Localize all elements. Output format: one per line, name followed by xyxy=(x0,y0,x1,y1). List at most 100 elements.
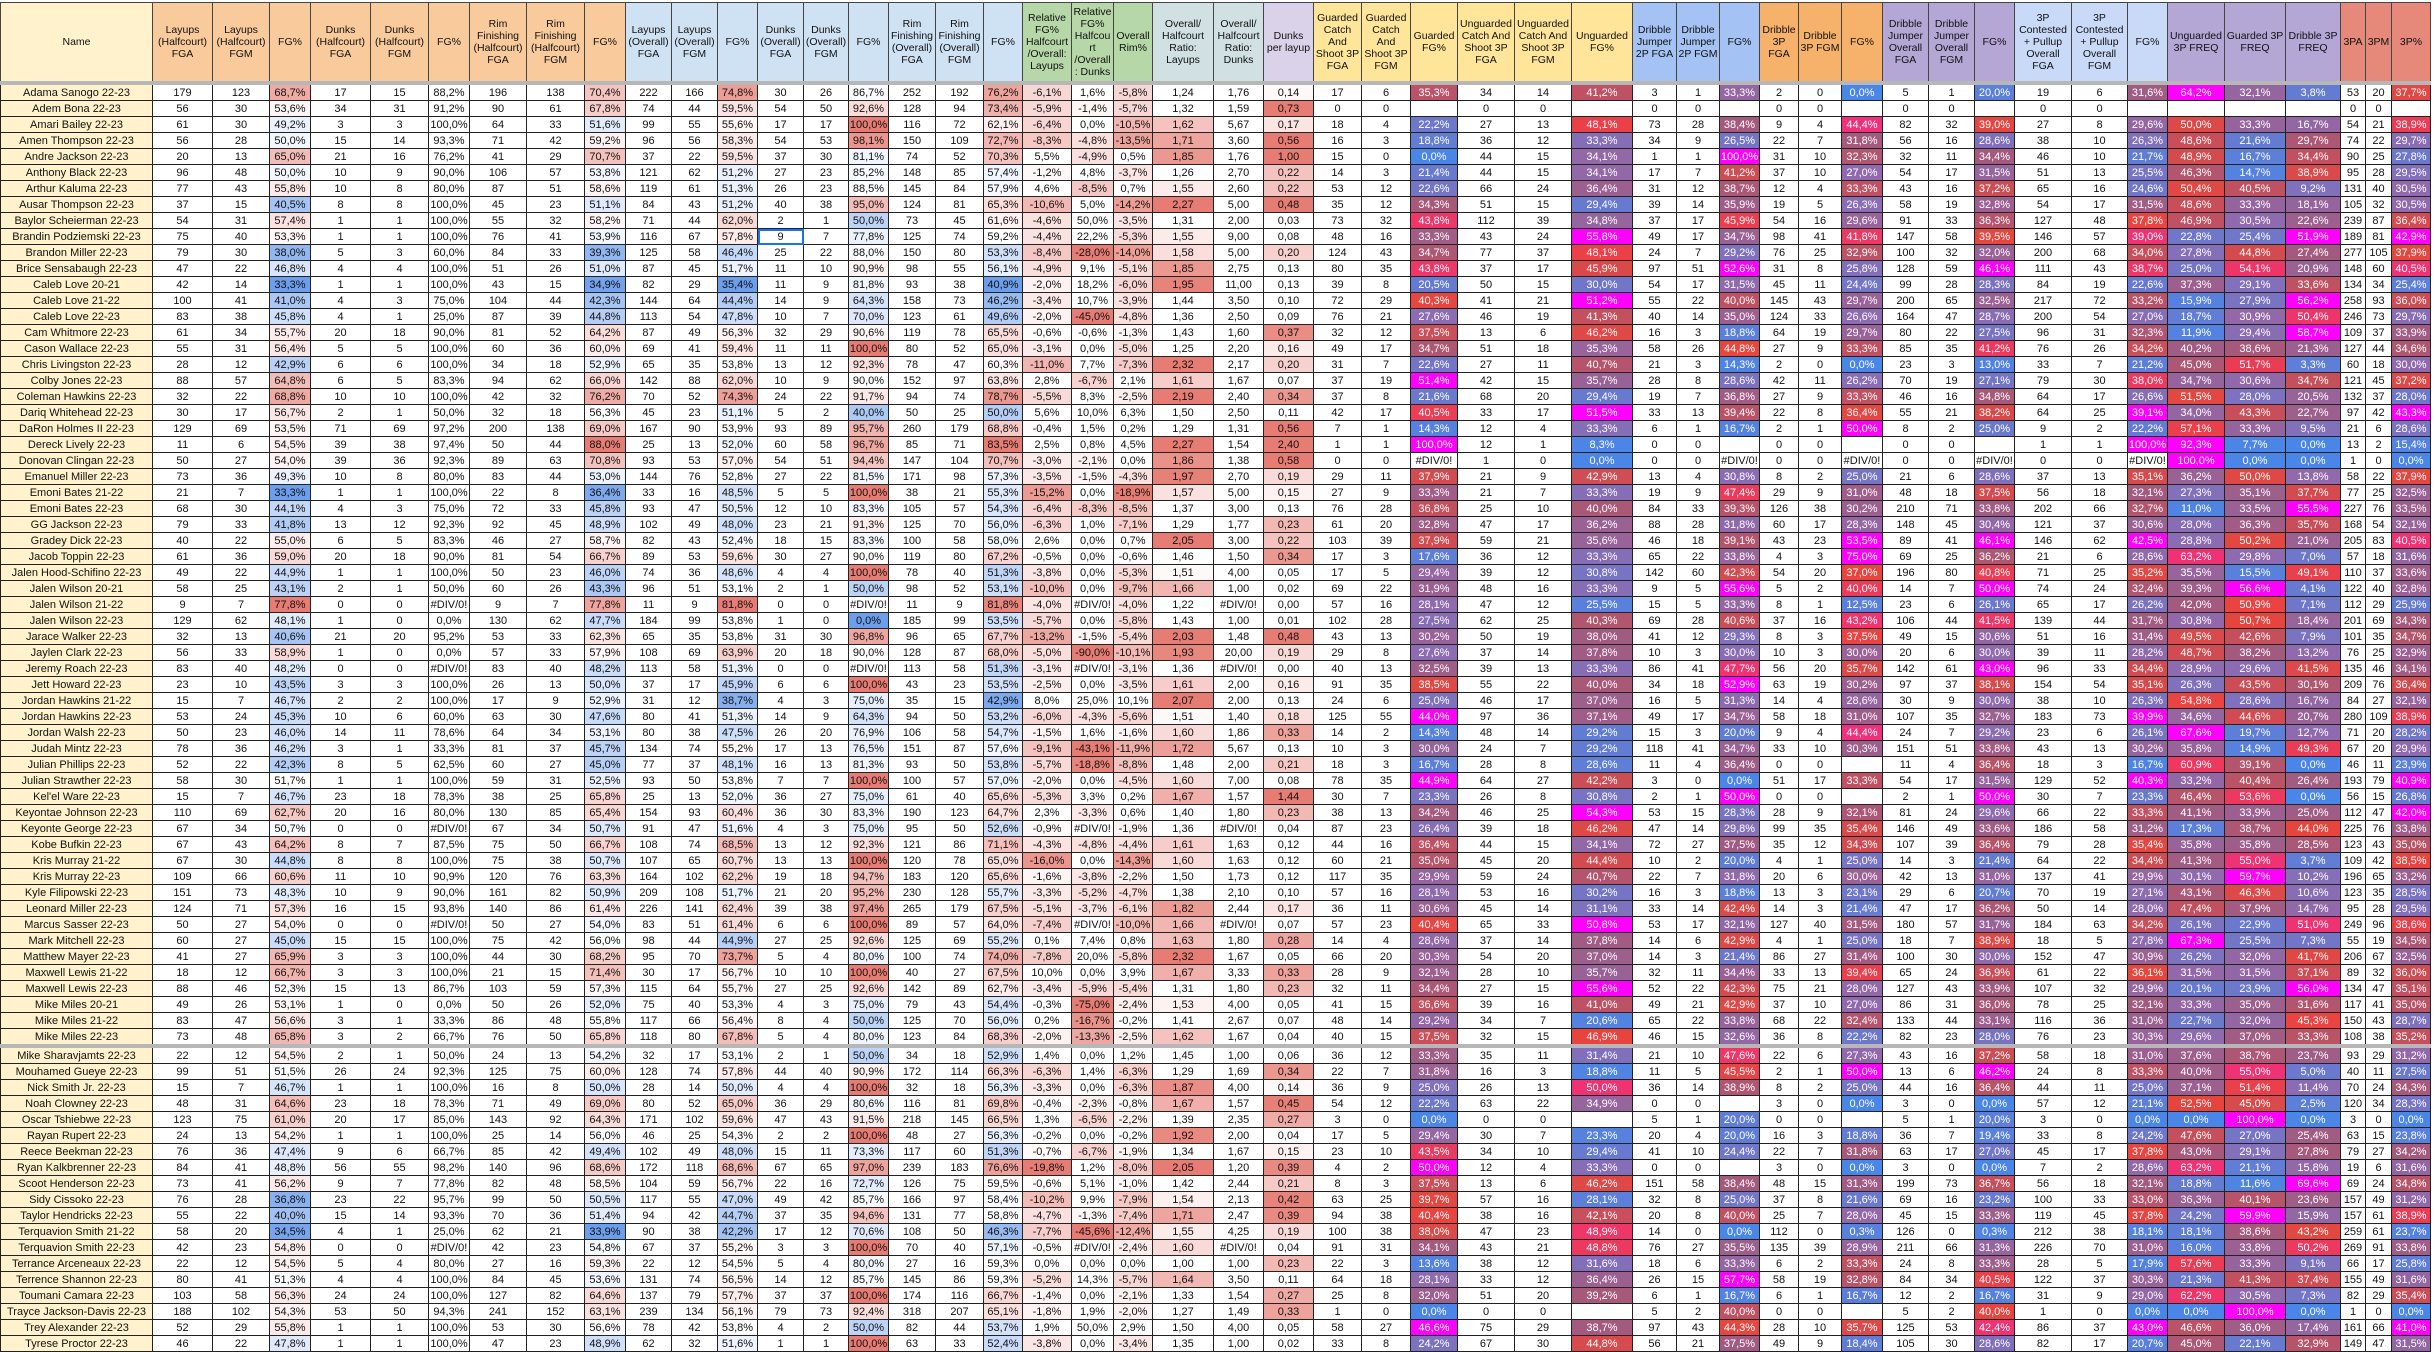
stat-cell[interactable]: 8 xyxy=(1759,468,1799,485)
stat-cell[interactable]: 34,8% xyxy=(2391,1175,2431,1192)
column-header[interactable]: Layups (Halfcourt) FGM xyxy=(212,2,270,84)
stat-cell[interactable]: 158 xyxy=(888,292,936,309)
stat-cell[interactable]: 183 xyxy=(888,868,936,885)
stat-cell[interactable]: 49 xyxy=(1632,228,1677,245)
stat-cell[interactable]: 58 xyxy=(935,660,984,677)
stat-cell[interactable]: 1,64 xyxy=(1152,1271,1214,1288)
stat-cell[interactable]: 32,7% xyxy=(1974,708,2015,725)
stat-cell[interactable]: 44 xyxy=(526,468,585,485)
stat-cell[interactable]: 108 xyxy=(625,644,672,661)
stat-cell[interactable]: 0,0% xyxy=(1410,1303,1458,1320)
stat-cell[interactable]: 0,0% xyxy=(1113,1255,1153,1272)
stat-cell[interactable]: 13 xyxy=(526,1044,585,1064)
stat-cell[interactable]: 53,8% xyxy=(983,756,1023,773)
stat-cell[interactable]: 0,0% xyxy=(1974,1095,2015,1112)
stat-cell[interactable]: 82 xyxy=(625,276,672,293)
stat-cell[interactable]: 0,0% xyxy=(2391,1111,2431,1128)
stat-cell[interactable]: 1 xyxy=(310,612,371,629)
stat-cell[interactable]: 25 xyxy=(212,580,270,597)
stat-cell[interactable]: 80 xyxy=(152,1271,213,1288)
stat-cell[interactable]: 35 xyxy=(2365,628,2392,645)
stat-cell[interactable]: 52 xyxy=(671,388,718,405)
stat-cell[interactable]: 23 xyxy=(1798,532,1842,549)
stat-cell[interactable]: 108 xyxy=(671,884,718,901)
stat-cell[interactable]: 33,5% xyxy=(2391,500,2431,517)
stat-cell[interactable]: 27 xyxy=(212,916,270,933)
stat-cell[interactable]: 50 xyxy=(935,756,984,773)
stat-cell[interactable]: 36 xyxy=(757,804,804,821)
stat-cell[interactable]: 61 xyxy=(1313,516,1362,533)
stat-cell[interactable]: 1 xyxy=(1928,82,1975,101)
stat-cell[interactable]: 8 xyxy=(1514,788,1572,805)
stat-cell[interactable]: 0 xyxy=(370,916,429,933)
stat-cell[interactable]: 40,0% xyxy=(269,1207,311,1224)
stat-cell[interactable]: 0,0% xyxy=(2285,436,2341,453)
stat-cell[interactable]: 38,2% xyxy=(1974,404,2015,421)
stat-cell[interactable]: 33 xyxy=(935,1335,984,1352)
stat-cell[interactable]: 1,00 xyxy=(1213,1335,1264,1352)
stat-cell[interactable]: 31,0% xyxy=(1974,868,2015,885)
stat-cell[interactable]: 78 xyxy=(935,852,984,869)
stat-cell[interactable]: 0 xyxy=(2071,1111,2128,1128)
stat-cell[interactable]: 0 xyxy=(2014,452,2072,469)
stat-cell[interactable]: 10 xyxy=(370,868,429,885)
player-name-cell[interactable]: Amen Thompson 22-23 xyxy=(0,132,153,149)
stat-cell[interactable]: 1,31 xyxy=(1152,212,1214,229)
stat-cell[interactable]: 0,56 xyxy=(1263,420,1314,437)
stat-cell[interactable]: -5,7% xyxy=(1022,612,1072,629)
stat-cell[interactable]: 116 xyxy=(625,228,672,245)
stat-cell[interactable]: 50 xyxy=(469,996,527,1013)
stat-cell[interactable]: 40,5% xyxy=(269,196,311,213)
stat-cell[interactable]: 28 xyxy=(212,1191,270,1208)
stat-cell[interactable]: 58 xyxy=(1676,1175,1720,1192)
stat-cell[interactable]: 40,3% xyxy=(1410,292,1458,309)
stat-cell[interactable]: 80,0% xyxy=(428,1255,470,1272)
stat-cell[interactable]: 33,3% xyxy=(1974,1207,2015,1224)
stat-cell[interactable]: 80 xyxy=(1882,324,1929,341)
stat-cell[interactable]: 93 xyxy=(625,772,672,789)
stat-cell[interactable]: 18 xyxy=(2365,356,2392,373)
stat-cell[interactable]: 20 xyxy=(2365,82,2392,101)
stat-cell[interactable]: 23 xyxy=(152,676,213,693)
stat-cell[interactable]: 2,00 xyxy=(1213,692,1264,709)
stat-cell[interactable]: 70,6% xyxy=(848,1223,889,1240)
stat-cell[interactable]: 34,4% xyxy=(2285,148,2341,165)
stat-cell[interactable]: 150 xyxy=(888,244,936,261)
stat-cell[interactable]: 56,1% xyxy=(983,260,1023,277)
stat-cell[interactable]: 1,54 xyxy=(1213,1287,1264,1304)
stat-cell[interactable]: 53 xyxy=(1632,804,1677,821)
player-name-cell[interactable]: Mike Miles 22-23 xyxy=(0,1028,153,1047)
stat-cell[interactable]: 14,3% xyxy=(1719,356,1760,373)
stat-cell[interactable]: 1 xyxy=(370,404,429,421)
stat-cell[interactable]: 28,2% xyxy=(2127,644,2168,661)
stat-cell[interactable]: 9 xyxy=(935,596,984,613)
stat-cell[interactable]: 103 xyxy=(152,1287,213,1304)
stat-cell[interactable]: 24 xyxy=(310,1287,371,1304)
stat-cell[interactable]: 0 xyxy=(1313,100,1362,117)
stat-cell[interactable]: 75 xyxy=(212,1111,270,1128)
stat-cell[interactable]: 0 xyxy=(370,820,429,837)
column-header[interactable]: Dribble 3P FREQ xyxy=(2285,2,2341,84)
stat-cell[interactable]: 18,1% xyxy=(2127,1223,2168,1240)
stat-cell[interactable]: 13 xyxy=(2071,740,2128,757)
stat-cell[interactable]: 9 xyxy=(1798,804,1842,821)
stat-cell[interactable]: 21 xyxy=(1514,1239,1572,1256)
stat-cell[interactable]: 70 xyxy=(1882,372,1929,389)
stat-cell[interactable]: 78,3% xyxy=(428,1095,470,1112)
stat-cell[interactable]: 4 xyxy=(310,500,371,517)
stat-cell[interactable]: 86 xyxy=(2014,1319,2072,1336)
stat-cell[interactable]: 36,0% xyxy=(2391,292,2431,309)
stat-cell[interactable]: 0,0% xyxy=(2127,1111,2168,1128)
stat-cell[interactable]: 39,3% xyxy=(1719,500,1760,517)
stat-cell[interactable]: -6,7% xyxy=(1071,1143,1114,1160)
stat-cell[interactable]: 40,6% xyxy=(1719,612,1760,629)
stat-cell[interactable]: 33,6% xyxy=(2391,564,2431,581)
stat-cell[interactable]: 16 xyxy=(1514,1207,1572,1224)
stat-cell[interactable]: 47 xyxy=(469,1335,527,1352)
stat-cell[interactable]: -3,4% xyxy=(1022,980,1072,997)
stat-cell[interactable]: 37 xyxy=(1632,212,1677,229)
stat-cell[interactable]: 0 xyxy=(757,660,804,677)
stat-cell[interactable]: 44 xyxy=(526,436,585,453)
stat-cell[interactable]: 10 xyxy=(757,308,804,325)
stat-cell[interactable]: 68,7% xyxy=(269,82,311,101)
